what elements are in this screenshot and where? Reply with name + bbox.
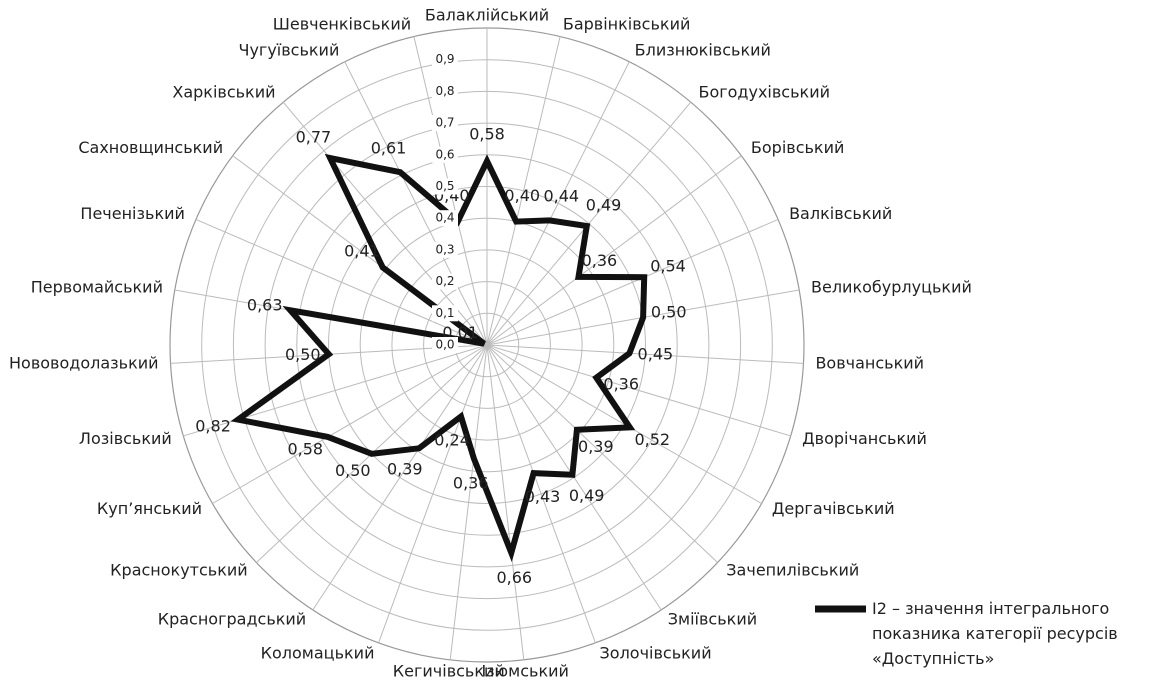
- tick-bg: [432, 146, 458, 163]
- y-tick-label: 0,4: [435, 211, 454, 225]
- y-tick-label: 0,8: [435, 84, 454, 98]
- category-label: Барвінківський: [563, 14, 691, 33]
- tick-bg: [432, 273, 458, 290]
- spoke: [344, 61, 488, 346]
- category-label: Харківський: [172, 82, 275, 101]
- data-label: 0,36: [582, 251, 618, 270]
- data-label: 0,40: [504, 186, 540, 205]
- category-label: Дергачівський: [772, 499, 895, 518]
- data-label: 0,58: [287, 439, 323, 458]
- spoke: [312, 344, 488, 611]
- data-label: 0,39: [387, 460, 423, 479]
- category-label: Коломацький: [261, 644, 375, 663]
- category-label: Борівський: [751, 138, 844, 157]
- category-label: Краснокутський: [110, 560, 248, 579]
- category-label: Красноградський: [158, 609, 306, 628]
- spoke: [486, 218, 779, 346]
- category-label: Золочівський: [600, 644, 712, 663]
- data-label: 0,24: [434, 430, 470, 449]
- data-label: 0,61: [371, 138, 407, 157]
- data-label: 0,50: [285, 345, 321, 364]
- data-label: 0,58: [469, 125, 505, 144]
- category-label: Зміївський: [668, 609, 757, 628]
- category-label: Печенізький: [80, 204, 184, 223]
- category-label: Чугуївський: [238, 40, 339, 59]
- y-tick-label: 0,5: [435, 179, 454, 193]
- y-tick-label: 0,1: [435, 306, 454, 320]
- spoke: [486, 344, 804, 364]
- spoke: [449, 344, 488, 660]
- category-label: Шевченківський: [273, 14, 411, 33]
- tick-bg: [432, 83, 458, 100]
- data-label: 0,45: [638, 344, 674, 363]
- category-label: Нововодолазький: [9, 354, 159, 373]
- tick-bg: [432, 115, 458, 132]
- y-tick-label: 0,0: [435, 338, 454, 352]
- tick-bg: [432, 305, 458, 322]
- spoke: [486, 344, 596, 644]
- data-label: 0,39: [578, 437, 614, 456]
- data-label: 0,52: [634, 430, 670, 449]
- data-label: 0,43: [525, 487, 561, 506]
- category-label: Богодухівський: [698, 82, 830, 101]
- spoke: [486, 344, 718, 563]
- category-label: Первомайський: [31, 277, 163, 296]
- tick-bg: [432, 51, 458, 68]
- spoke: [486, 155, 742, 346]
- spoke: [486, 344, 525, 660]
- category-label: Балаклійський: [425, 6, 549, 25]
- data-label: 0,66: [496, 568, 532, 587]
- category-label: Великобурлуцький: [811, 277, 972, 296]
- tick-bg: [432, 210, 458, 227]
- tick-bg: [432, 178, 458, 195]
- spoke: [486, 36, 561, 346]
- category-label: Близнюківський: [635, 40, 771, 59]
- category-label: Сахновщинський: [78, 138, 223, 157]
- category-label: Валківський: [789, 204, 892, 223]
- data-label: 0,50: [651, 302, 687, 321]
- data-label: 0,49: [586, 196, 622, 215]
- category-label: Зачепилівський: [726, 560, 859, 579]
- y-tick-label: 0,9: [435, 52, 454, 66]
- category-label: Ізюмський: [481, 661, 568, 680]
- data-label: 0,82: [195, 417, 231, 436]
- data-label: 0,49: [569, 486, 605, 505]
- data-label: 0,63: [247, 295, 283, 314]
- y-tick-label: 0,3: [435, 242, 454, 256]
- data-label: 0,54: [650, 256, 686, 275]
- y-tick-label: 0,2: [435, 274, 454, 288]
- y-tick-label: 0,7: [435, 116, 454, 130]
- legend-label: I2 – значення інтегрального показника ка…: [872, 599, 1118, 668]
- spoke: [195, 218, 488, 346]
- tick-bg: [432, 241, 458, 258]
- data-label: 0,41: [344, 241, 380, 260]
- data-label: 0,36: [453, 474, 489, 493]
- y-tick-label: 0,6: [435, 147, 454, 161]
- tick-bg: [432, 337, 458, 353]
- spoke: [282, 101, 488, 346]
- spoke: [486, 344, 791, 437]
- category-label: Дворічанський: [802, 429, 927, 448]
- data-label: 0,50: [335, 461, 371, 480]
- data-label: 0,44: [543, 187, 579, 206]
- spoke: [378, 344, 488, 644]
- spoke: [486, 61, 630, 346]
- data-label: 0,77: [296, 128, 332, 147]
- spoke: [212, 344, 488, 504]
- category-label: Вовчанський: [815, 354, 924, 373]
- category-label: Куп’янський: [97, 499, 202, 518]
- data-label: 0,36: [603, 375, 639, 394]
- category-label: Кегичівський: [393, 661, 505, 680]
- category-label: Лозівський: [79, 429, 172, 448]
